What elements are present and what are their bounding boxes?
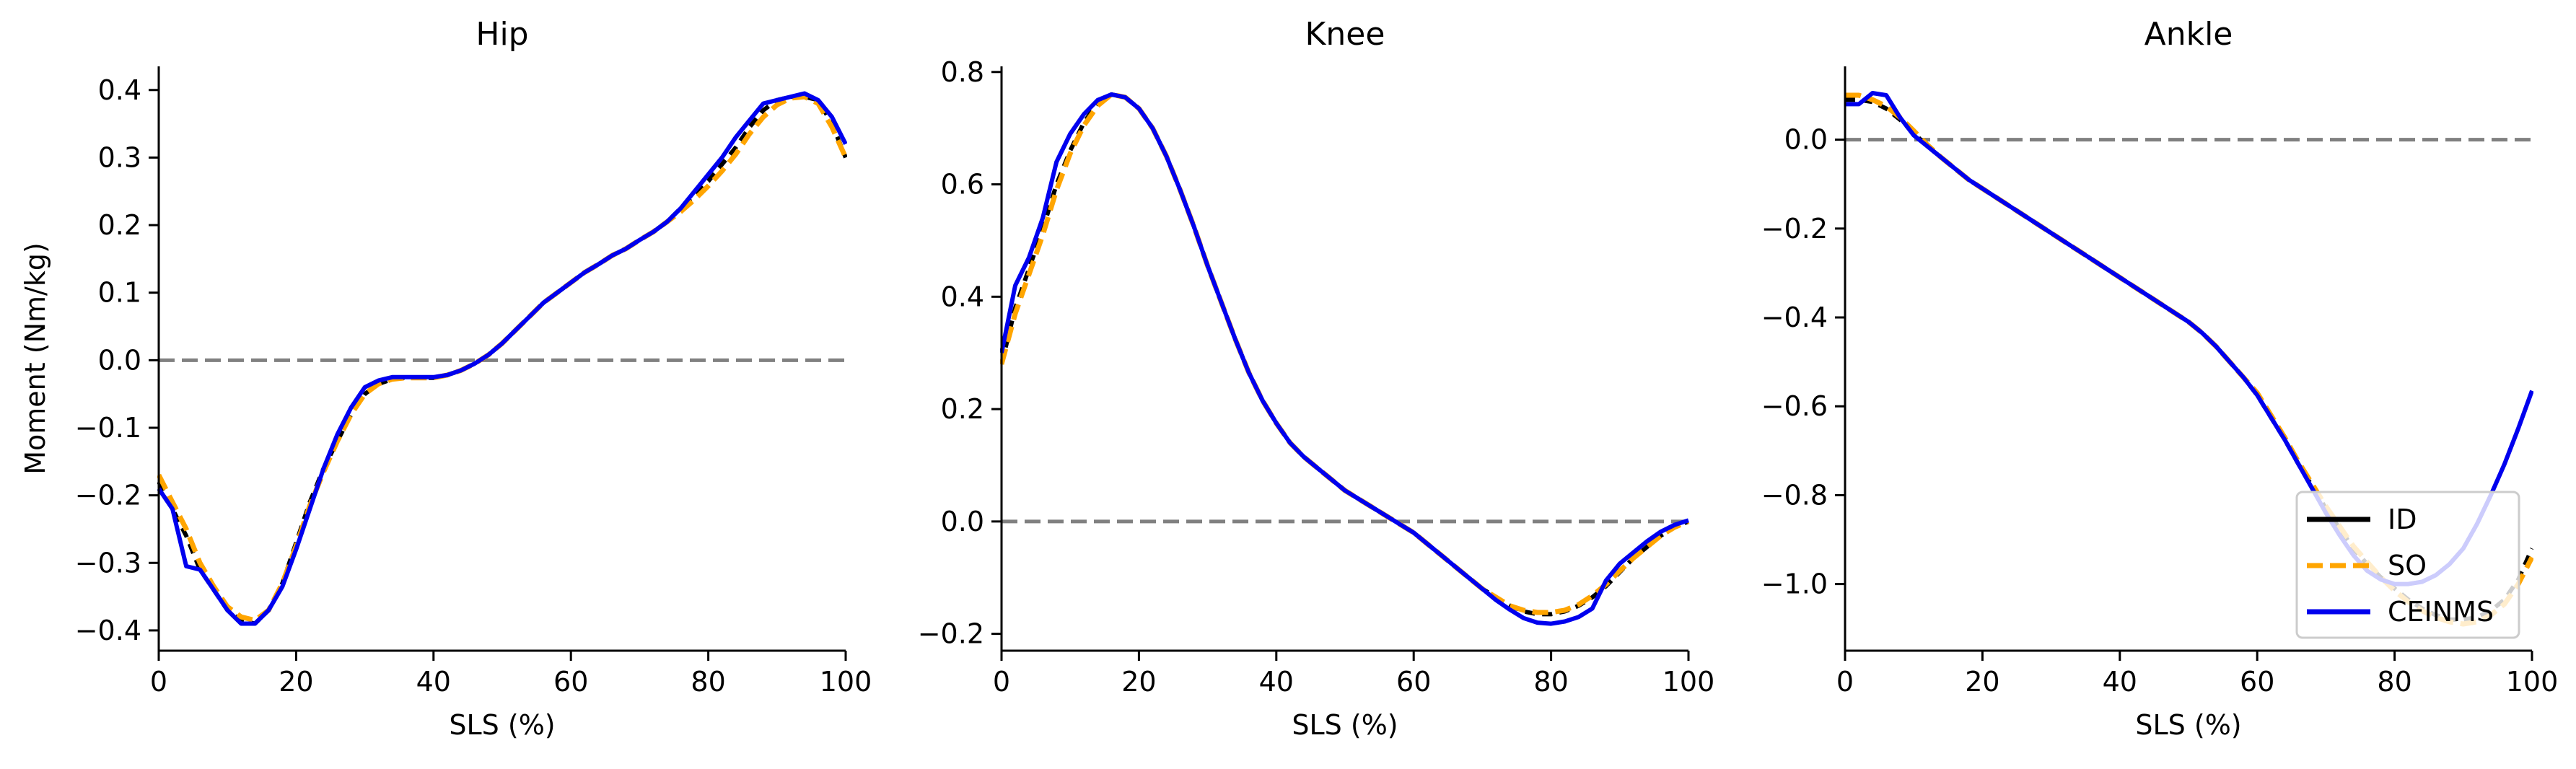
panel-title: Ankle [2145,16,2233,53]
y-tick-label: −0.4 [1761,302,1828,333]
x-tick-label: 40 [1259,666,1294,698]
panel-knee: Knee 0 20 40 60 80 100 −0.2 0.0 0.2 0.4 0.6 0.8 SLS (… [918,16,1715,741]
y-tick-label: 0.0 [98,344,141,376]
y-tick-label: 0.2 [941,393,984,425]
series-line-id [157,95,847,626]
x-axis-label: SLS (%) [1292,709,1398,741]
y-tick-label: −1.0 [1761,568,1828,600]
x-tick-label: 20 [279,666,313,698]
legend: ID SO CEINMS [2295,491,2520,639]
x-tick-label: 0 [1836,666,1854,698]
x-tick-label: 100 [820,666,872,698]
x-tick-label: 0 [150,666,167,698]
y-tick-label: 0.1 [98,277,141,309]
y-axis-label: Moment (Nm/kg) [19,242,51,475]
legend-box [2295,491,2520,639]
panel-title: Knee [1305,16,1385,53]
x-tick-label: 40 [416,666,451,698]
x-tick-label: 0 [993,666,1010,698]
y-tick-label: −0.6 [1761,390,1828,422]
y-tick-label: 0.0 [1784,124,1828,156]
x-axis-label: SLS (%) [2135,709,2241,741]
y-tick-label: −0.4 [75,615,141,646]
x-tick-label: 60 [2240,666,2274,698]
series-line-ceinms [1000,92,1689,626]
y-tick-label: −0.2 [918,618,984,650]
y-tick-label: 0.4 [98,74,141,106]
y-tick-label: −0.1 [75,412,141,444]
series-line-ceinms [157,91,847,626]
x-tick-label: 100 [2506,666,2559,698]
y-tick-label: 0.2 [98,209,141,241]
x-tick-label: 20 [1965,666,1999,698]
legend-label-so: SO [2388,550,2427,581]
x-axis-label: SLS (%) [449,709,555,741]
y-tick-label: 0.6 [941,169,984,201]
panel-title: Hip [476,16,528,53]
y-tick-label: 0.3 [98,141,141,173]
y-tick-label: −0.8 [1761,479,1828,511]
x-tick-label: 80 [691,666,725,698]
x-tick-label: 80 [2377,666,2411,698]
panel-ankle: Ankle 0 20 40 60 80 100 −1.0 −0.8 −0.6 −0.4 −0.2 0.0… [1761,16,2559,741]
y-tick-label: −0.2 [1761,213,1828,245]
panel-hip: Hip 0 20 40 60 80 100 −0.4 −0.3 −0.2 −0.1 0.0 0.1 0.2… [19,16,872,741]
y-tick-label: 0.4 [941,281,984,312]
y-tick-label: 0.0 [941,506,984,537]
y-tick-label: 0.8 [941,56,984,88]
x-tick-label: 60 [553,666,588,698]
x-tick-label: 80 [1533,666,1568,698]
x-tick-label: 100 [1662,666,1715,698]
legend-label-id: ID [2388,504,2417,535]
y-tick-label: −0.2 [75,480,141,511]
x-tick-label: 40 [2103,666,2137,698]
x-tick-label: 60 [1396,666,1431,698]
legend-label-ceinms: CEINMS [2388,596,2494,628]
x-tick-label: 20 [1121,666,1156,698]
y-tick-label: −0.3 [75,547,141,579]
